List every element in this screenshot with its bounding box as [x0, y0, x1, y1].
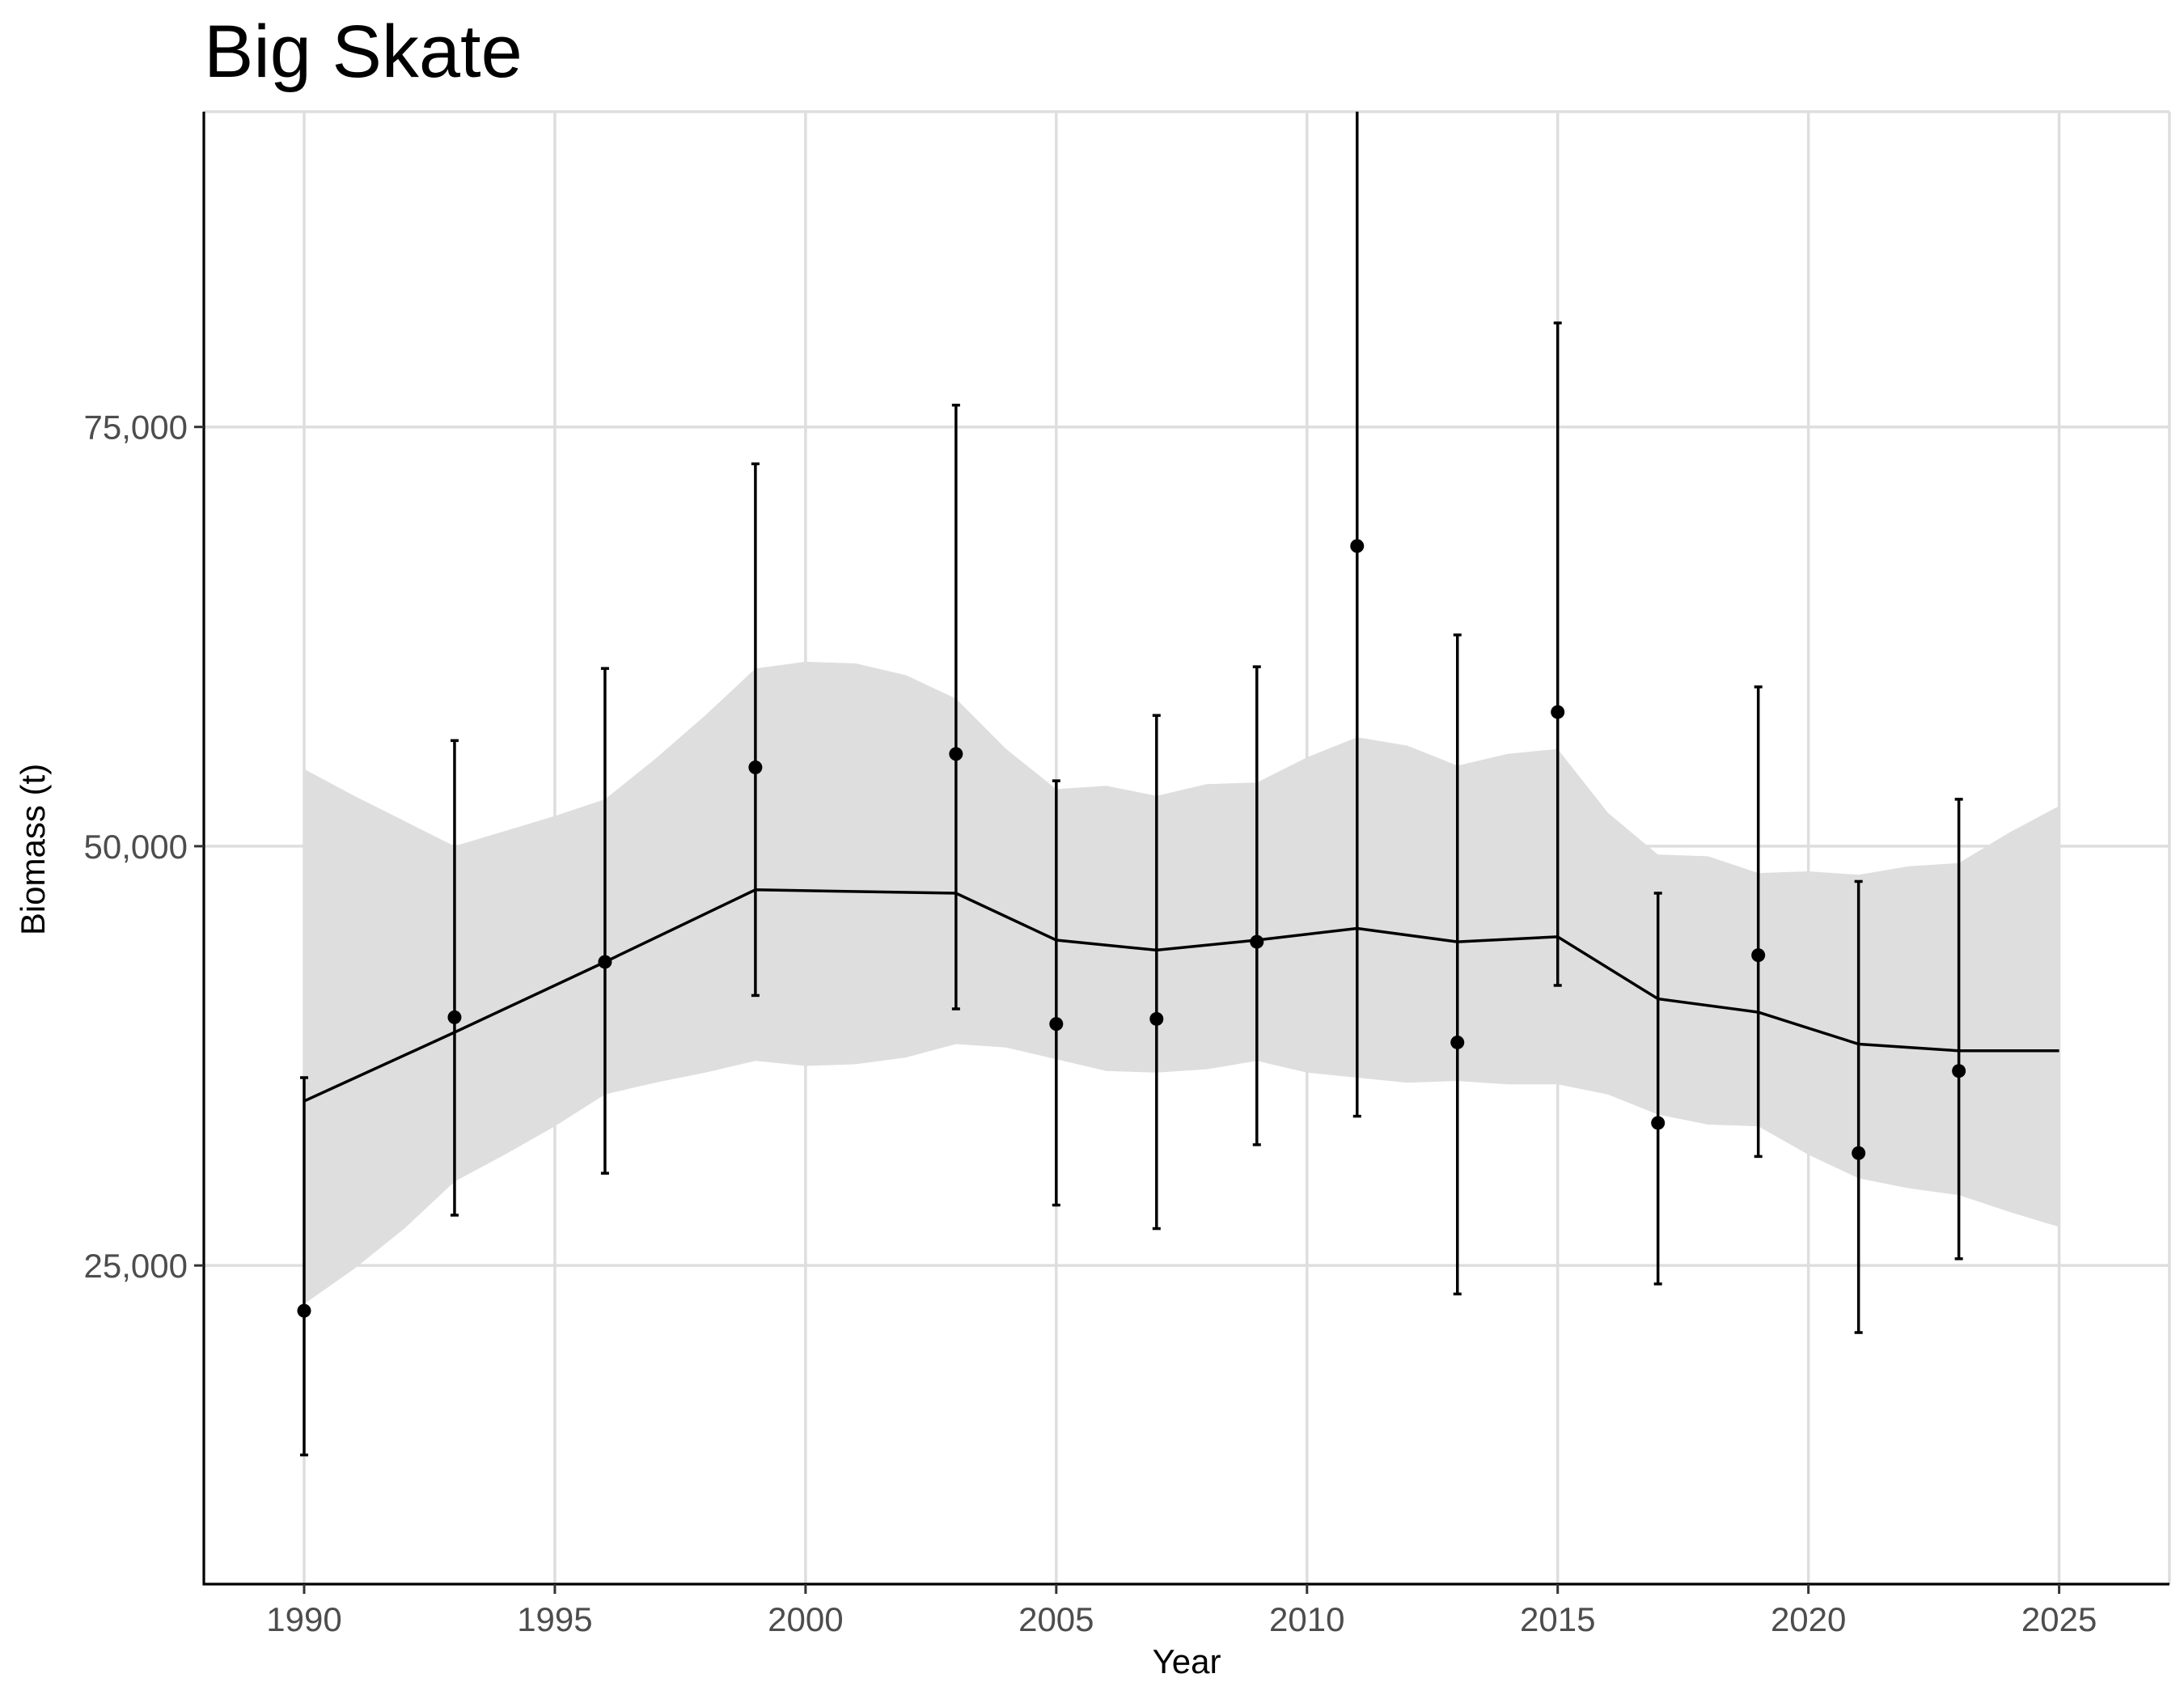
x-tick-label-2020: 2020: [1771, 1600, 1846, 1638]
data-point-1990: [297, 1303, 311, 1318]
fitted-trend-line: [303, 888, 2059, 1103]
observation-2017: [1651, 892, 1666, 1286]
chart-title: Big Skate: [204, 11, 523, 93]
observation-2005: [1049, 779, 1064, 1207]
observation-2003: [949, 404, 963, 1011]
data-point-2017: [1651, 1116, 1666, 1130]
observation-2019: [1751, 685, 1766, 1159]
data-point-2005: [1049, 1017, 1064, 1032]
observation-2023: [1952, 798, 1966, 1260]
data-layer: [297, 112, 2059, 1457]
observation-2013: [1450, 633, 1465, 1296]
data-point-2019: [1751, 948, 1766, 963]
data-point-1996: [598, 955, 612, 969]
data-point-2003: [949, 747, 963, 761]
data-point-2015: [1551, 705, 1565, 719]
data-point-2021: [1852, 1146, 1866, 1160]
x-tick-label-2025: 2025: [2021, 1600, 2097, 1638]
data-point-2013: [1450, 1035, 1465, 1049]
observation-2007: [1149, 714, 1164, 1231]
confidence-band: [304, 661, 2059, 1304]
x-tick-label-2000: 2000: [768, 1600, 843, 1638]
x-tick-label-1995: 1995: [517, 1600, 592, 1638]
data-point-2007: [1149, 1011, 1164, 1026]
data-point-1993: [447, 1010, 462, 1024]
observation-1996: [598, 667, 612, 1175]
x-axis-title: Year: [1153, 1642, 1221, 1680]
plot-area: 1990 1995 2000 2005 2010 2015 2020 2025 25,000 50…: [84, 110, 2171, 1638]
data-point-2023: [1952, 1064, 1966, 1078]
x-tick-label-2010: 2010: [1269, 1600, 1344, 1638]
observation-1999: [748, 462, 763, 998]
data-point-1999: [748, 761, 763, 775]
x-tick-label-2005: 2005: [1018, 1600, 1094, 1638]
x-tick-label-1990: 1990: [266, 1600, 341, 1638]
observation-2015: [1551, 321, 1565, 987]
y-tick-label-50000: 50,000: [84, 828, 188, 866]
observation-2009: [1250, 665, 1264, 1146]
y-tick-label-25000: 25,000: [84, 1247, 188, 1285]
y-tick-label-75000: 75,000: [84, 409, 188, 447]
x-tick-label-2015: 2015: [1520, 1600, 1595, 1638]
data-point-2011: [1350, 539, 1365, 553]
observation-2011: [1350, 112, 1365, 1118]
observation-1993: [447, 739, 462, 1217]
observation-1990: [297, 1076, 311, 1457]
y-axis-title: Biomass (t): [14, 764, 52, 935]
data-point-2009: [1250, 934, 1264, 949]
observation-2021: [1852, 879, 1866, 1334]
